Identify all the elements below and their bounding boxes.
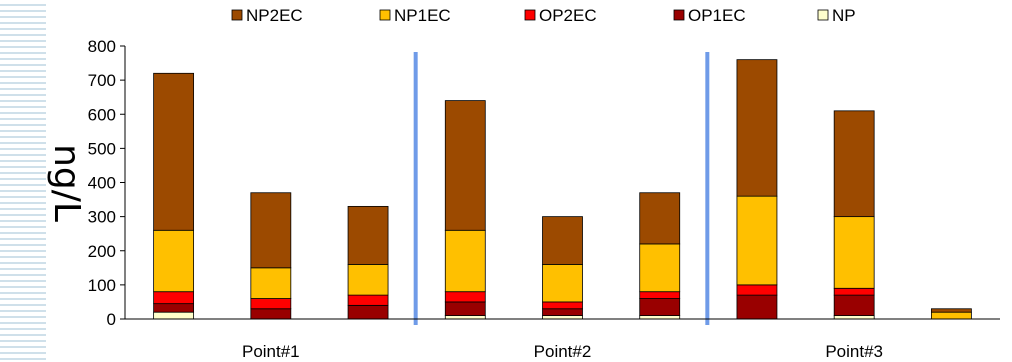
bar-segment-np <box>543 316 583 319</box>
bar-segment-op1ec <box>445 302 485 316</box>
bar-segment-np1ec <box>640 244 680 292</box>
y-axis: 0 100 200 300 400 500 600 700 800 <box>88 37 125 329</box>
y-axis-label: ng/L <box>46 144 87 222</box>
legend-label-op1ec: OP1EC <box>688 6 746 25</box>
legend-swatch-np2ec <box>232 10 242 20</box>
bar-segment-np <box>154 312 194 319</box>
bar-segment-op2ec <box>154 292 194 304</box>
legend-label-op2ec: OP2EC <box>539 6 597 25</box>
bar-segment-np2ec <box>640 193 680 244</box>
y-tick-label: 700 <box>88 71 116 90</box>
legend-swatch-op2ec <box>525 10 535 20</box>
legend: NP2EC NP1EC OP2EC OP1EC NP <box>232 6 856 25</box>
bar-segment-np1ec <box>348 264 388 295</box>
y-tick-label: 200 <box>88 242 116 261</box>
legend-label-np: NP <box>832 6 856 25</box>
bar-segment-np <box>834 316 874 319</box>
bar-segment-op2ec <box>543 302 583 309</box>
y-tick-label: 600 <box>88 105 116 124</box>
bar-segment-np1ec <box>543 264 583 302</box>
bar-segment-np <box>640 316 680 319</box>
bar-segment-op2ec <box>348 295 388 305</box>
legend-label-np2ec: NP2EC <box>246 6 303 25</box>
bar-segment-op1ec <box>543 309 583 316</box>
bar-segment-op1ec <box>640 299 680 316</box>
bar-segment-np1ec <box>445 230 485 291</box>
bar-segment-np2ec <box>445 101 485 231</box>
bars <box>154 60 972 319</box>
bar-segment-np1ec <box>931 312 971 319</box>
bar-segment-op1ec <box>348 305 388 319</box>
bar-segment-op2ec <box>737 285 777 295</box>
legend-swatch-op1ec <box>674 10 684 20</box>
x-axis: Point#1 Point#2 Point#3 <box>125 319 1000 361</box>
bar-segment-op1ec <box>251 309 291 319</box>
bar-segment-np2ec <box>543 217 583 265</box>
bar-segment-np1ec <box>737 196 777 285</box>
bar-segment-op1ec <box>154 304 194 313</box>
legend-swatch-np1ec <box>380 10 390 20</box>
bar-segment-np2ec <box>154 73 194 230</box>
bar-segment-np2ec <box>251 193 291 268</box>
y-tick-label: 400 <box>88 174 116 193</box>
bar-segment-op1ec <box>834 295 874 315</box>
y-tick-label: 300 <box>88 208 116 227</box>
bar-segment-op2ec <box>834 288 874 295</box>
bar-segment-op1ec <box>737 295 777 319</box>
bar-segment-op2ec <box>445 292 485 302</box>
bar-segment-np2ec <box>737 60 777 197</box>
x-category-label: Point#2 <box>534 342 592 361</box>
bar-segment-np1ec <box>834 217 874 289</box>
x-category-label: Point#1 <box>242 342 300 361</box>
bar-segment-op2ec <box>251 299 291 309</box>
bar-segment-np1ec <box>154 230 194 291</box>
bar-segment-np2ec <box>931 309 971 312</box>
y-tick-label: 500 <box>88 139 116 158</box>
y-tick-label: 100 <box>88 276 116 295</box>
bar-segment-op2ec <box>640 292 680 299</box>
bar-segment-np1ec <box>251 268 291 299</box>
y-tick-label: 800 <box>88 37 116 56</box>
x-category-label: Point#3 <box>825 342 883 361</box>
y-tick-label: 0 <box>107 310 116 329</box>
bar-segment-np2ec <box>834 111 874 217</box>
bar-segment-np2ec <box>348 206 388 264</box>
bar-segment-np <box>445 316 485 319</box>
legend-swatch-np <box>818 10 828 20</box>
legend-label-np1ec: NP1EC <box>394 6 451 25</box>
